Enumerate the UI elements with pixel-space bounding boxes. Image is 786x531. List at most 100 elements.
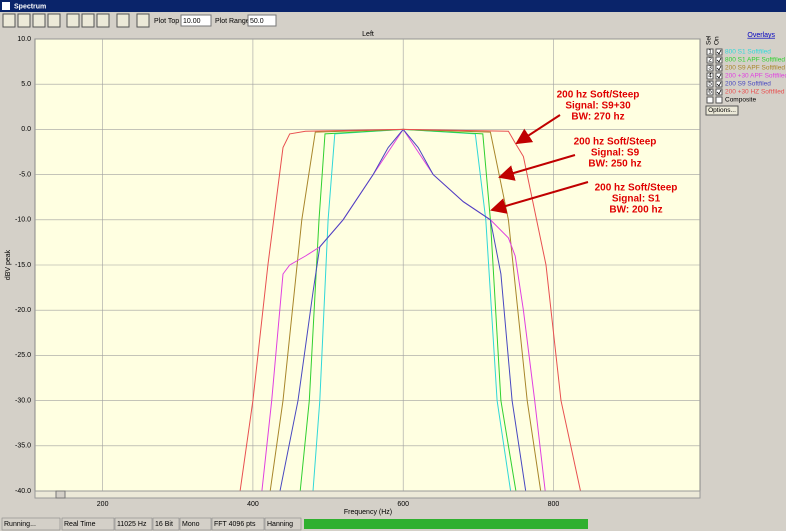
annotation-text: Signal: S9: [591, 148, 640, 159]
chart-title: Left: [362, 31, 374, 38]
status-text: 16 Bit: [155, 521, 173, 528]
overlay-checkbox[interactable]: [715, 72, 723, 80]
overlay-checkbox[interactable]: [715, 56, 723, 64]
status-cell: [211, 517, 265, 531]
overlay-sel[interactable]: [706, 72, 714, 80]
tool-button[interactable]: [17, 13, 31, 28]
legend-entry: 800 S1 APF Softfiled: [725, 57, 785, 64]
progress-bar: [304, 519, 588, 529]
annotation-text: 200 hz Soft/Steep: [595, 183, 678, 194]
status-text: Mono: [182, 521, 200, 528]
x-tick-label: 200: [97, 501, 109, 508]
tool-button[interactable]: [96, 13, 110, 28]
y-tick-label: 10.0: [17, 36, 31, 43]
composite-label: Composite: [725, 97, 756, 104]
overlays-panel: Overlays Sel On Composite Options... 1 80…: [705, 32, 786, 116]
x-tick-label: 800: [548, 501, 560, 508]
legend-entry: 200 +30 HZ Softfiled: [725, 89, 785, 96]
annotation-text: 200 hz Soft/Steep: [574, 137, 657, 148]
annotation-text: 200 hz Soft/Steep: [557, 90, 640, 101]
overlay-sel[interactable]: [706, 48, 714, 56]
y-tick-label: 0.0: [21, 126, 31, 133]
annotation-text: Signal: S1: [612, 194, 661, 205]
y-tick-label: -15.0: [15, 262, 31, 269]
check-mark: [716, 57, 722, 63]
y-tick-label: 5.0: [21, 81, 31, 88]
overlay-number: 4: [708, 73, 712, 80]
status-text: FFT 4096 pts: [214, 521, 256, 528]
overlay-sel[interactable]: [706, 64, 714, 72]
plot-range-value[interactable]: 50.0: [250, 18, 264, 25]
overlay-number: 1: [708, 49, 712, 56]
status-cell: [152, 517, 180, 531]
app-icon: [2, 2, 10, 10]
annotation-arrow: [490, 181, 589, 214]
tool-button[interactable]: [136, 13, 150, 28]
overlay-checkbox[interactable]: [715, 80, 723, 88]
options-label[interactable]: Options...: [708, 107, 736, 114]
overlay-checkbox[interactable]: [715, 48, 723, 56]
on-header: On: [714, 36, 721, 45]
tool-button[interactable]: [116, 13, 130, 28]
overlay-number: 5: [708, 81, 712, 88]
status-text: Hanning: [267, 521, 293, 528]
annotation-text: Signal: S9+30: [565, 101, 631, 112]
overlay-sel[interactable]: [706, 56, 714, 64]
x-tick-label: 600: [397, 501, 409, 508]
options-button[interactable]: [705, 105, 739, 116]
scroll-thumb[interactable]: [55, 490, 66, 499]
legend-entry: 200 +30 APF Softfiled: [725, 73, 786, 80]
check-mark: [716, 81, 722, 87]
scrollbar[interactable]: [34, 490, 701, 499]
y-axis-label: dBV peak: [5, 249, 12, 280]
y-tick-label: -10.0: [15, 217, 31, 224]
tool-button[interactable]: [66, 13, 80, 28]
title-bar: [0, 0, 786, 12]
tool-button[interactable]: [32, 13, 46, 28]
status-text: Real Time: [64, 521, 96, 528]
plot-top-label: Plot Top: [154, 18, 179, 25]
y-tick-label: -20.0: [15, 307, 31, 314]
status-text: 11025 Hz: [117, 521, 147, 528]
composite-sel[interactable]: [706, 96, 714, 104]
plot-top-value[interactable]: 10.00: [183, 18, 201, 25]
check-mark: [716, 65, 722, 71]
status-bar: Running... Real Time 11025 Hz 16 Bit Mono FFT…: [0, 517, 786, 531]
overlay-sel[interactable]: [706, 88, 714, 96]
overlay-sel[interactable]: [706, 80, 714, 88]
status-cell: [179, 517, 212, 531]
y-tick-label: -25.0: [15, 352, 31, 359]
legend-entry: 200 S9 APF Softfiled: [725, 65, 785, 72]
y-tick-label: -40.0: [15, 488, 31, 495]
tool-button[interactable]: [47, 13, 61, 28]
series-group: [239, 128, 581, 491]
annotation-text: BW: 270 hz: [571, 112, 624, 123]
legend-entry: 800 S1 Softfiled: [725, 49, 771, 56]
composite-checkbox[interactable]: [715, 96, 723, 104]
status-cell: [61, 517, 115, 531]
series-line: [239, 128, 581, 491]
plot-top-input[interactable]: [180, 14, 212, 27]
overlay-checkbox[interactable]: [715, 88, 723, 96]
plot-range-input[interactable]: [247, 14, 277, 27]
tool-button[interactable]: [2, 13, 16, 28]
overlays-title[interactable]: Overlays: [747, 32, 775, 39]
overlay-number: 2: [708, 57, 712, 64]
overlay-number: 3: [708, 65, 712, 72]
annotation-arrow: [498, 154, 576, 181]
window-title: Spectrum: [14, 3, 46, 10]
check-mark: [716, 73, 722, 79]
annotation-text: BW: 200 hz: [609, 205, 662, 216]
status-cell: [264, 517, 302, 531]
y-tick-label: -35.0: [15, 443, 31, 450]
status-cell: [1, 517, 61, 531]
overlay-number: 6: [708, 89, 712, 96]
y-tick-label: -5.0: [19, 171, 31, 178]
plot-range-label: Plot Range: [215, 18, 250, 25]
tool-button[interactable]: [81, 13, 95, 28]
x-tick-label: 400: [247, 501, 259, 508]
legend-entry: 200 S9 Softfiled: [725, 81, 771, 88]
toolbar: Plot Top 10.00 Plot Range 50.0: [0, 12, 786, 30]
overlay-checkbox[interactable]: [715, 64, 723, 72]
